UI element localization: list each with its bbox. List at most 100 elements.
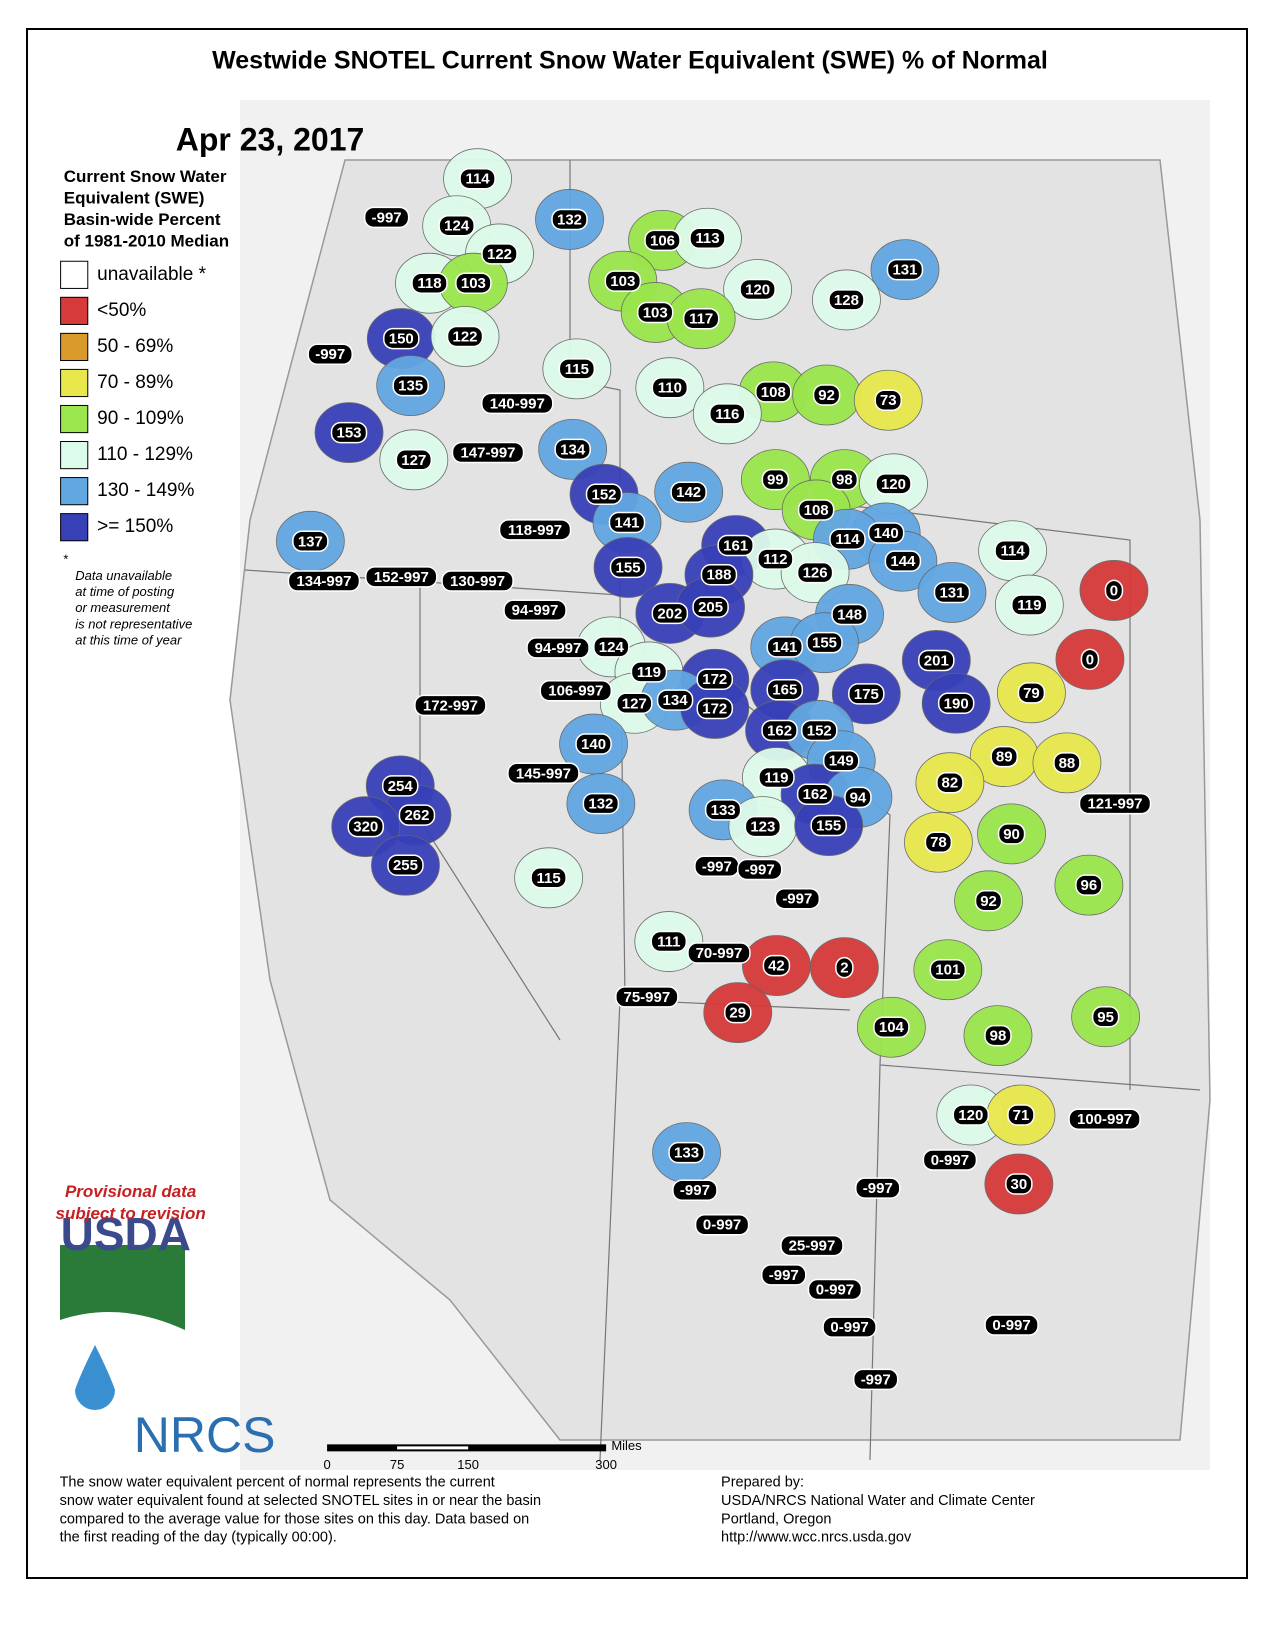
basin-label: 149 <box>829 753 854 770</box>
basin-label: 150 <box>389 331 414 348</box>
basin-label-box <box>855 1177 901 1199</box>
basin-label-box <box>507 762 580 785</box>
basin-label-box <box>593 636 630 658</box>
basin-label-box <box>918 649 955 672</box>
legend-label: <50% <box>97 300 146 321</box>
basin-label: 140 <box>581 736 606 753</box>
basin-label: 120 <box>881 476 906 493</box>
basin-label: 144 <box>890 553 916 570</box>
basin-label-box <box>774 887 821 910</box>
basin-label-box <box>692 596 729 618</box>
basin-label: 92 <box>980 893 997 910</box>
basin-label-box <box>585 483 623 506</box>
basin-label: 2 <box>840 960 848 977</box>
basin-label-box <box>1011 594 1048 616</box>
basin-label-box <box>807 1278 863 1301</box>
basin-label-box <box>446 325 484 348</box>
basin-label-box <box>984 1314 1039 1336</box>
basin-label-box <box>554 438 591 461</box>
basin-label: 113 <box>695 230 719 247</box>
basin-label: 106 <box>650 232 675 249</box>
basin-label-box <box>797 499 835 521</box>
basin-label-box <box>392 374 429 397</box>
basin-label: 142 <box>676 484 701 501</box>
legend-swatch <box>60 477 89 506</box>
basin-label-box <box>830 468 859 491</box>
basin-label: 117 <box>689 311 713 328</box>
basin-label: 108 <box>761 384 786 401</box>
basin-label-box <box>307 343 353 366</box>
basin-label-box <box>1068 1108 1141 1130</box>
basin-label-box <box>689 227 726 250</box>
basin-label-box <box>330 421 368 444</box>
basin-label-box <box>852 1368 899 1391</box>
basin-label: 124 <box>444 218 470 235</box>
basin-label-box <box>441 570 514 592</box>
basin-label-box <box>451 441 525 464</box>
basin-label: 131 <box>939 584 964 601</box>
basin-label-box <box>761 1264 807 1286</box>
legend-swatch <box>60 296 89 325</box>
basin-label: 75-997 <box>623 989 670 1006</box>
basin-label: 111 <box>657 934 680 951</box>
basin-label-box <box>717 534 754 557</box>
basin-label-box <box>937 692 975 715</box>
basin-label: 108 <box>804 502 829 519</box>
basin-label-box <box>551 208 588 231</box>
basin-label: 132 <box>557 211 582 228</box>
legend-label: 70 - 89% <box>97 372 173 393</box>
basin-label-box <box>766 678 804 701</box>
basin-label: -997 <box>861 1371 891 1388</box>
basin-label: 29 <box>729 1005 746 1022</box>
basin-label-box <box>526 637 590 659</box>
basin-label-box <box>822 750 860 772</box>
basin-label-box <box>656 689 694 711</box>
basin-label-box <box>867 522 905 544</box>
basin-label: 99 <box>767 472 784 489</box>
basin-label: 0-997 <box>703 1217 741 1234</box>
basin-label-box <box>558 358 596 380</box>
basin-label: 101 <box>935 962 960 979</box>
basin-label-box <box>796 783 834 805</box>
basin-label: 115 <box>537 870 561 887</box>
basin-label-box <box>848 683 885 705</box>
basin-label-box <box>829 528 866 550</box>
basin-label-box <box>363 206 410 229</box>
basin-label: 128 <box>834 292 859 309</box>
basin-label-box <box>822 1316 877 1338</box>
prepared-by: Portland, Oregon <box>721 1511 831 1527</box>
basin-label: 79 <box>1023 685 1040 702</box>
basin-label-box <box>828 289 865 311</box>
basin-label: 100-997 <box>1077 1111 1132 1128</box>
basin-label-box <box>810 814 847 837</box>
legend-swatch <box>60 513 89 542</box>
basin-label: 201 <box>924 652 949 669</box>
basin-label-box <box>929 959 967 981</box>
basin-label-box <box>766 636 804 658</box>
basin-label-box <box>694 1213 750 1236</box>
basin-label-box <box>455 272 492 294</box>
basin-label-box <box>498 519 572 541</box>
basin-label-box <box>287 570 361 592</box>
basin-label: 116 <box>715 406 739 423</box>
basin-label: 134-997 <box>296 573 351 590</box>
basin-label-box <box>381 775 419 797</box>
basin-label-box <box>796 561 834 584</box>
map-title: Westwide SNOTEL Current Snow Water Equiv… <box>212 47 1048 75</box>
basin-label: 120 <box>958 1107 983 1124</box>
nrcs-drop <box>75 1345 115 1410</box>
basin-label: 94 <box>850 789 867 806</box>
basin-label: 96 <box>1081 877 1098 894</box>
legend-label: 50 - 69% <box>97 336 173 357</box>
basin-label-box <box>615 986 679 1008</box>
basin-label: 202 <box>657 605 682 622</box>
basin-label: 94-997 <box>535 640 582 657</box>
basin-label-box <box>835 956 854 979</box>
basin-label: 127 <box>401 452 426 469</box>
basin-label: 25-997 <box>789 1238 836 1255</box>
basin-label: 98 <box>836 472 853 489</box>
basin-label-box <box>736 858 783 881</box>
basin-label-box <box>696 697 734 720</box>
